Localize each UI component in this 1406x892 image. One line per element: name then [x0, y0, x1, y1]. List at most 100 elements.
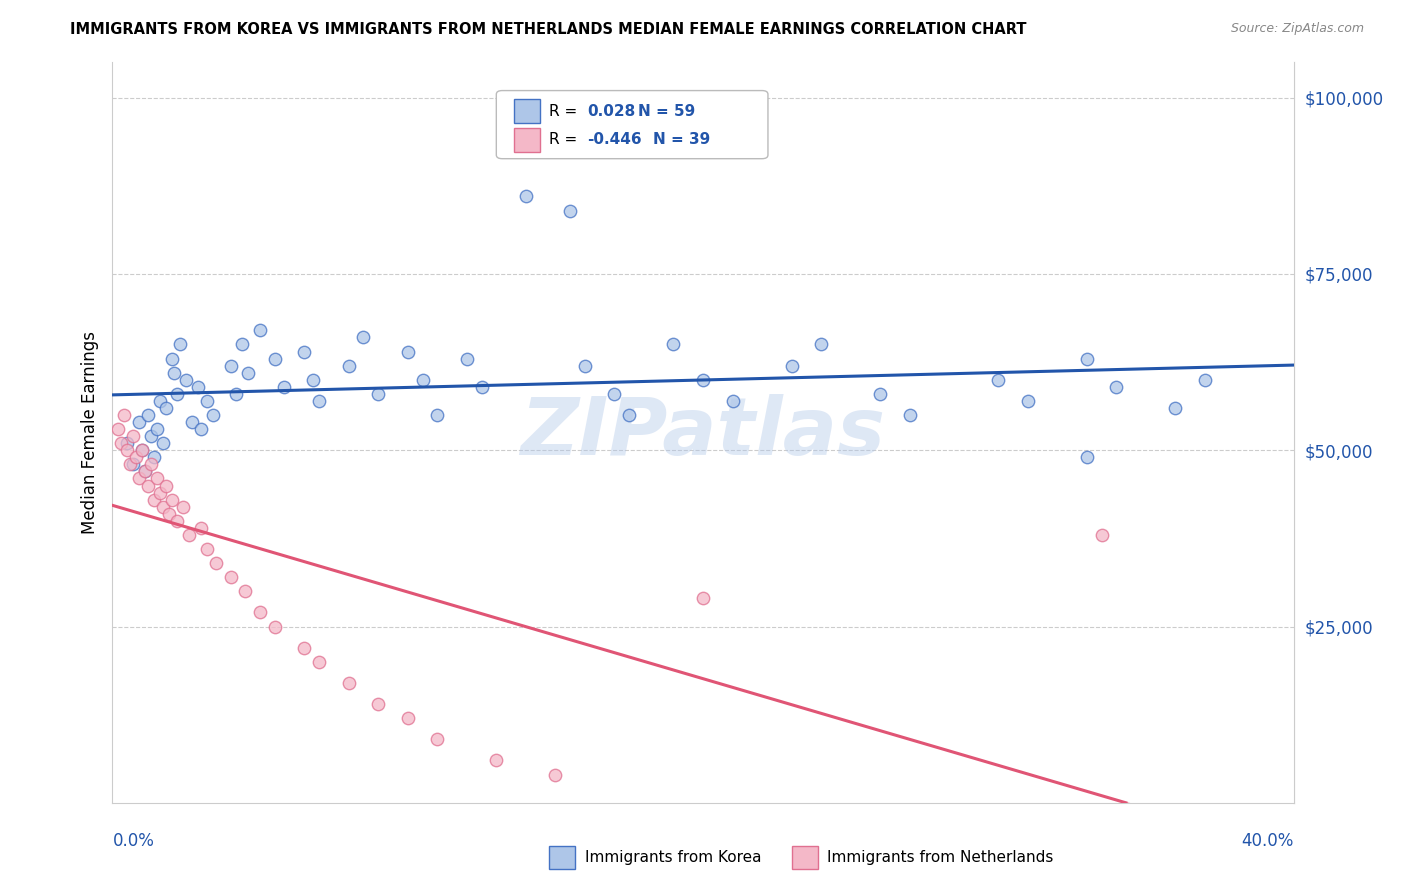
Point: [1017, 393, 1039, 408]
Point: [117, 443, 138, 458]
Point: [898, 408, 921, 422]
Point: [195, 393, 218, 408]
Point: [169, 337, 191, 351]
Text: Source: ZipAtlas.com: Source: ZipAtlas.com: [1230, 22, 1364, 36]
Point: [249, 606, 271, 620]
Point: [160, 492, 183, 507]
Bar: [792, 846, 817, 870]
Point: [396, 344, 419, 359]
Point: [810, 337, 832, 351]
Point: [131, 443, 153, 458]
Point: [139, 458, 162, 472]
Point: [152, 436, 174, 450]
Point: [110, 436, 132, 450]
Point: [152, 500, 174, 514]
Point: [157, 507, 180, 521]
Point: [190, 521, 212, 535]
Point: [574, 359, 596, 373]
Point: [721, 393, 744, 408]
Point: [149, 485, 172, 500]
Point: [120, 458, 142, 472]
Point: [662, 337, 685, 351]
Point: [426, 732, 449, 747]
Point: [201, 408, 224, 422]
Point: [139, 429, 162, 443]
Point: [1091, 528, 1114, 542]
Text: IMMIGRANTS FROM KOREA VS IMMIGRANTS FROM NETHERLANDS MEDIAN FEMALE EARNINGS CORR: IMMIGRANTS FROM KOREA VS IMMIGRANTS FROM…: [70, 22, 1026, 37]
Point: [603, 387, 626, 401]
Point: [485, 754, 508, 768]
Point: [128, 471, 150, 485]
Point: [142, 492, 165, 507]
Text: -0.446: -0.446: [588, 132, 643, 147]
Bar: [515, 99, 540, 123]
Point: [426, 408, 449, 422]
Point: [470, 380, 494, 394]
Point: [619, 408, 641, 422]
Point: [1076, 351, 1098, 366]
Point: [146, 471, 169, 485]
Point: [558, 203, 582, 218]
Text: ZIPatlas: ZIPatlas: [520, 393, 886, 472]
Y-axis label: Median Female Earnings: Median Female Earnings: [80, 331, 98, 534]
Point: [190, 422, 212, 436]
Point: [155, 478, 177, 492]
Point: [112, 408, 135, 422]
Bar: [515, 128, 540, 152]
Point: [233, 584, 256, 599]
Point: [125, 450, 148, 465]
Point: [987, 373, 1010, 387]
Point: [142, 450, 165, 465]
Point: [692, 591, 714, 606]
Point: [292, 640, 315, 655]
Point: [367, 387, 389, 401]
Bar: [550, 846, 575, 870]
Point: [308, 393, 330, 408]
Point: [1105, 380, 1128, 394]
FancyBboxPatch shape: [496, 91, 768, 159]
Point: [1076, 450, 1098, 465]
Text: N = 39: N = 39: [654, 132, 710, 147]
Point: [1194, 373, 1216, 387]
Point: [122, 458, 145, 472]
Point: [515, 189, 537, 203]
Point: [411, 373, 433, 387]
Point: [238, 366, 260, 380]
Point: [352, 330, 374, 344]
Point: [187, 380, 209, 394]
Point: [396, 711, 419, 725]
Point: [134, 464, 156, 478]
Point: [780, 359, 803, 373]
Point: [128, 415, 150, 429]
Point: [308, 655, 330, 669]
Point: [136, 408, 159, 422]
Point: [136, 478, 159, 492]
Point: [225, 387, 247, 401]
Point: [117, 436, 138, 450]
Point: [367, 697, 389, 711]
Text: 0.0%: 0.0%: [112, 832, 155, 850]
Point: [166, 514, 188, 528]
Point: [134, 464, 156, 478]
Point: [146, 422, 169, 436]
Point: [544, 767, 567, 781]
Text: 0.028: 0.028: [588, 103, 636, 119]
Point: [107, 422, 129, 436]
Point: [131, 443, 153, 458]
Point: [456, 351, 478, 366]
Point: [174, 373, 197, 387]
Point: [219, 359, 242, 373]
Point: [292, 344, 315, 359]
Point: [337, 359, 360, 373]
Text: Immigrants from Korea: Immigrants from Korea: [585, 850, 762, 865]
Point: [166, 387, 188, 401]
Point: [205, 556, 228, 570]
Point: [163, 366, 186, 380]
Point: [219, 570, 242, 584]
Point: [1164, 401, 1187, 415]
Point: [181, 415, 204, 429]
Text: R =: R =: [550, 103, 588, 119]
Point: [195, 541, 218, 556]
Point: [302, 373, 325, 387]
Point: [160, 351, 183, 366]
